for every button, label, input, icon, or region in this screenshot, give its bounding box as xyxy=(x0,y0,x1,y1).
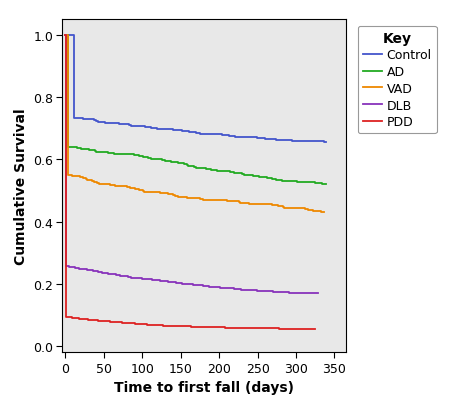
Legend: Control, AD, VAD, DLB, PDD: Control, AD, VAD, DLB, PDD xyxy=(358,26,437,134)
X-axis label: Time to first fall (days): Time to first fall (days) xyxy=(114,381,294,394)
Y-axis label: Cumulative Survival: Cumulative Survival xyxy=(14,108,28,264)
